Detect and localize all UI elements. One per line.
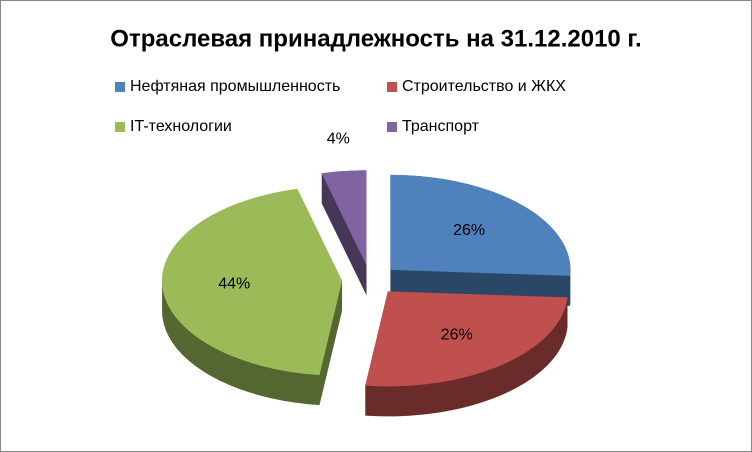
data-label: 26% <box>441 327 473 344</box>
pie-slice <box>321 170 367 266</box>
chart-title: Отраслевая принадлежность на 31.12.2010 … <box>110 25 641 52</box>
legend-label: Строительство и ЖКХ <box>402 78 566 95</box>
data-label: 4% <box>327 131 350 148</box>
legend-label: IT-технологии <box>130 118 232 135</box>
legend-label: Нефтяная промышленность <box>130 78 340 95</box>
slice-tops <box>162 170 571 387</box>
pie-slice <box>365 291 568 387</box>
slice-labels: 26% 26% 44% 4% <box>218 131 485 344</box>
legend-swatch <box>115 82 125 92</box>
legend-swatch <box>387 122 397 132</box>
legend-swatch <box>387 82 397 92</box>
data-label: 26% <box>453 222 485 239</box>
legend-label: Транспорт <box>402 118 480 135</box>
pie-slice <box>162 188 343 376</box>
pie-slice <box>390 174 571 276</box>
legend-swatch <box>115 122 125 132</box>
data-label: 44% <box>218 276 250 293</box>
